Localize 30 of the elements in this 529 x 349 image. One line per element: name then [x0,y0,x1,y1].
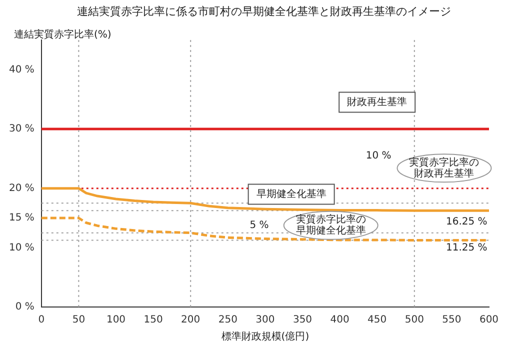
chart-title: 連結実質赤字比率に係る市町村の早期健全化基準と財政再生基準のイメージ [77,4,451,18]
x-tick-label: 300 [256,314,275,326]
x-axis-title: 標準財政規模(億円) [221,330,310,343]
x-tick-label: 150 [144,314,163,326]
x-tick-label: 600 [479,314,499,326]
annotation: 16.25 % [446,216,488,228]
y-tick-label: 15 % [9,212,34,224]
annotation: 11.25 % [446,242,488,254]
y-tick-label: 0 % [15,302,34,313]
y-tick-label: 20 % [9,182,34,194]
x-tick-label: 450 [368,314,387,326]
x-tick-label: 100 [106,314,126,326]
annotation: 10 % [366,150,392,162]
annotation: 5 % [250,220,269,232]
y-tick-label: 30 % [9,124,34,135]
x-tick-label: 200 [181,314,200,326]
x-tick-label: 250 [218,314,238,326]
x-tick-label: 550 [442,314,462,326]
x-tick-label: 0 [38,314,45,326]
y-axis-title: 連結実質赤字比率(%) [14,28,112,41]
x-tick-label: 400 [330,314,350,326]
annotation: 財政再生基準 [347,96,408,108]
y-tick-label: 10 % [9,242,34,254]
annotation: 実質赤字比率の早期健全化基準 [296,214,366,237]
annotation: 実質赤字比率の財政再生基準 [409,156,480,180]
annotation: 早期健全化基準 [256,188,326,200]
x-tick-label: 350 [292,314,312,326]
x-tick-label: 500 [404,314,424,326]
x-tick-label: 50 [72,314,86,326]
y-tick-label: 40 % [9,64,34,76]
